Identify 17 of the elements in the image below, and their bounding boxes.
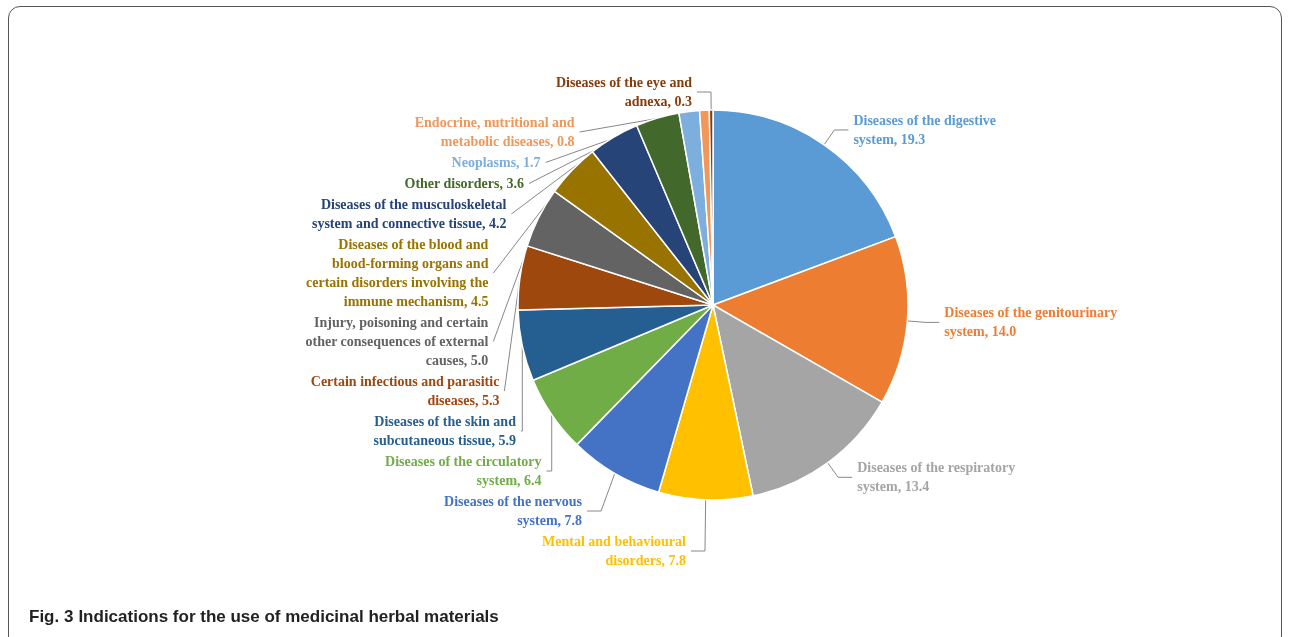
text: Fig. 3: [29, 606, 74, 626]
slice-label: Diseases of the nervous system, 7.8: [444, 494, 583, 529]
slice-label: Certain infectious and parasitic diseases, 5.3: [310, 374, 500, 409]
slice-label: Endocrine, nutritional and metabolic diseases, 0.8: [414, 115, 575, 150]
slice-label: Diseases of the circulatory system, 6.4: [385, 454, 542, 489]
slice-label: Neoplasms, 1.7: [451, 155, 541, 171]
slice-label: Diseases of the eye and adnexa, 0.3: [555, 75, 693, 110]
slice-label: Diseases of the blood and blood-forming organs and certain disorders involving the immune mechanism, 4.5: [306, 237, 489, 310]
text: Indications for the use of medicinal herbal materials: [78, 606, 499, 626]
slice-label: Other disorders, 3.6: [404, 176, 524, 192]
slice-label: Diseases of the skin and subcutaneous tissue, 5.9: [373, 414, 517, 449]
slice-label: Diseases of the respiratory system, 13.4: [857, 460, 1016, 495]
slice-label: Injury, poisoning and certain other consequences of external causes, 5.0: [305, 315, 489, 369]
slice-label: Diseases of the digestive system, 19.3: [853, 112, 997, 147]
slice-label: Mental and behavioural disorders, 7.8: [542, 534, 687, 569]
slice-label: Diseases of the musculoskeletal system and connective tissue, 4.2: [311, 197, 507, 232]
slice-label: Diseases of the genitourinary system, 14.0: [944, 305, 1118, 340]
